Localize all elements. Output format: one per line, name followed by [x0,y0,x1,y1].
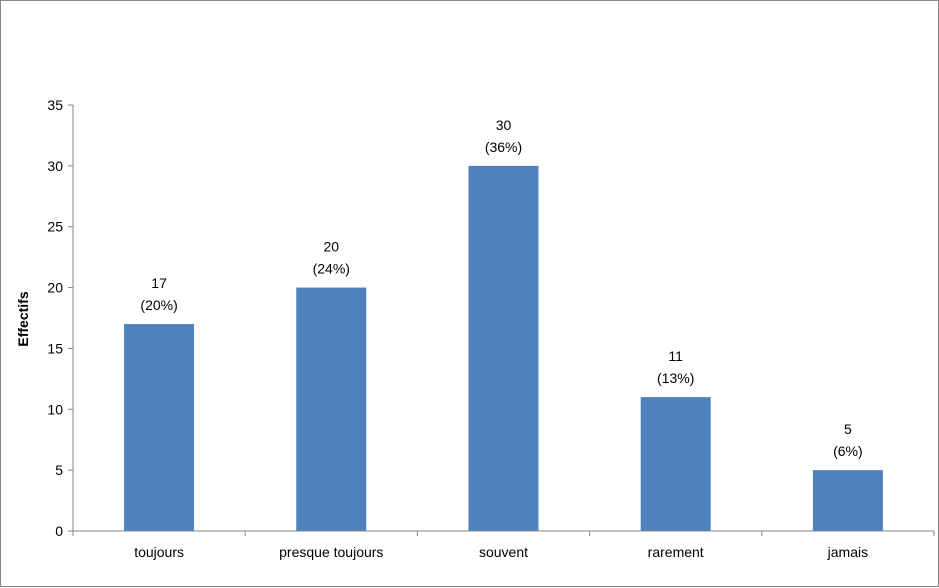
data-label-percent: (24%) [313,261,350,277]
y-axis-title: Effectifs [15,291,31,346]
data-label-percent: (36%) [485,139,522,155]
data-label-count: 30 [496,117,512,133]
x-category-label: rarement [648,544,704,560]
x-category-label: souvent [479,544,528,560]
y-tick-label: 15 [47,340,63,356]
x-category-label: presque toujours [279,544,383,560]
category-labels: toujours presque toujours souvent rarement j… [72,531,935,560]
y-tick-label: 10 [47,401,63,417]
bar [296,287,367,531]
x-category-label: jamais [827,544,868,560]
data-label-percent: (6%) [833,443,863,459]
data-label-percent: (13%) [657,370,694,386]
y-axis-ticks: 0 5 10 15 20 25 30 35 [47,97,73,539]
data-label-count: 17 [151,275,167,291]
bar [640,397,711,531]
data-label-count: 20 [324,239,340,255]
y-tick-label: 20 [47,280,63,296]
bar [124,324,195,531]
data-label-count: 5 [844,421,852,437]
data-label-percent: (20%) [140,297,177,313]
bars [124,165,883,531]
y-tick-label: 25 [47,219,63,235]
y-tick-label: 0 [55,523,63,539]
y-tick-label: 30 [47,158,63,174]
data-labels: 17 (20%) 20 (24%) 30 (36%) 11 (13%) 5 (6%) [140,117,862,459]
y-tick-label: 5 [55,462,63,478]
bar [812,470,883,531]
y-tick-label: 35 [47,97,63,113]
x-category-label: toujours [134,544,184,560]
data-label-count: 11 [668,348,683,364]
bar [468,165,539,531]
